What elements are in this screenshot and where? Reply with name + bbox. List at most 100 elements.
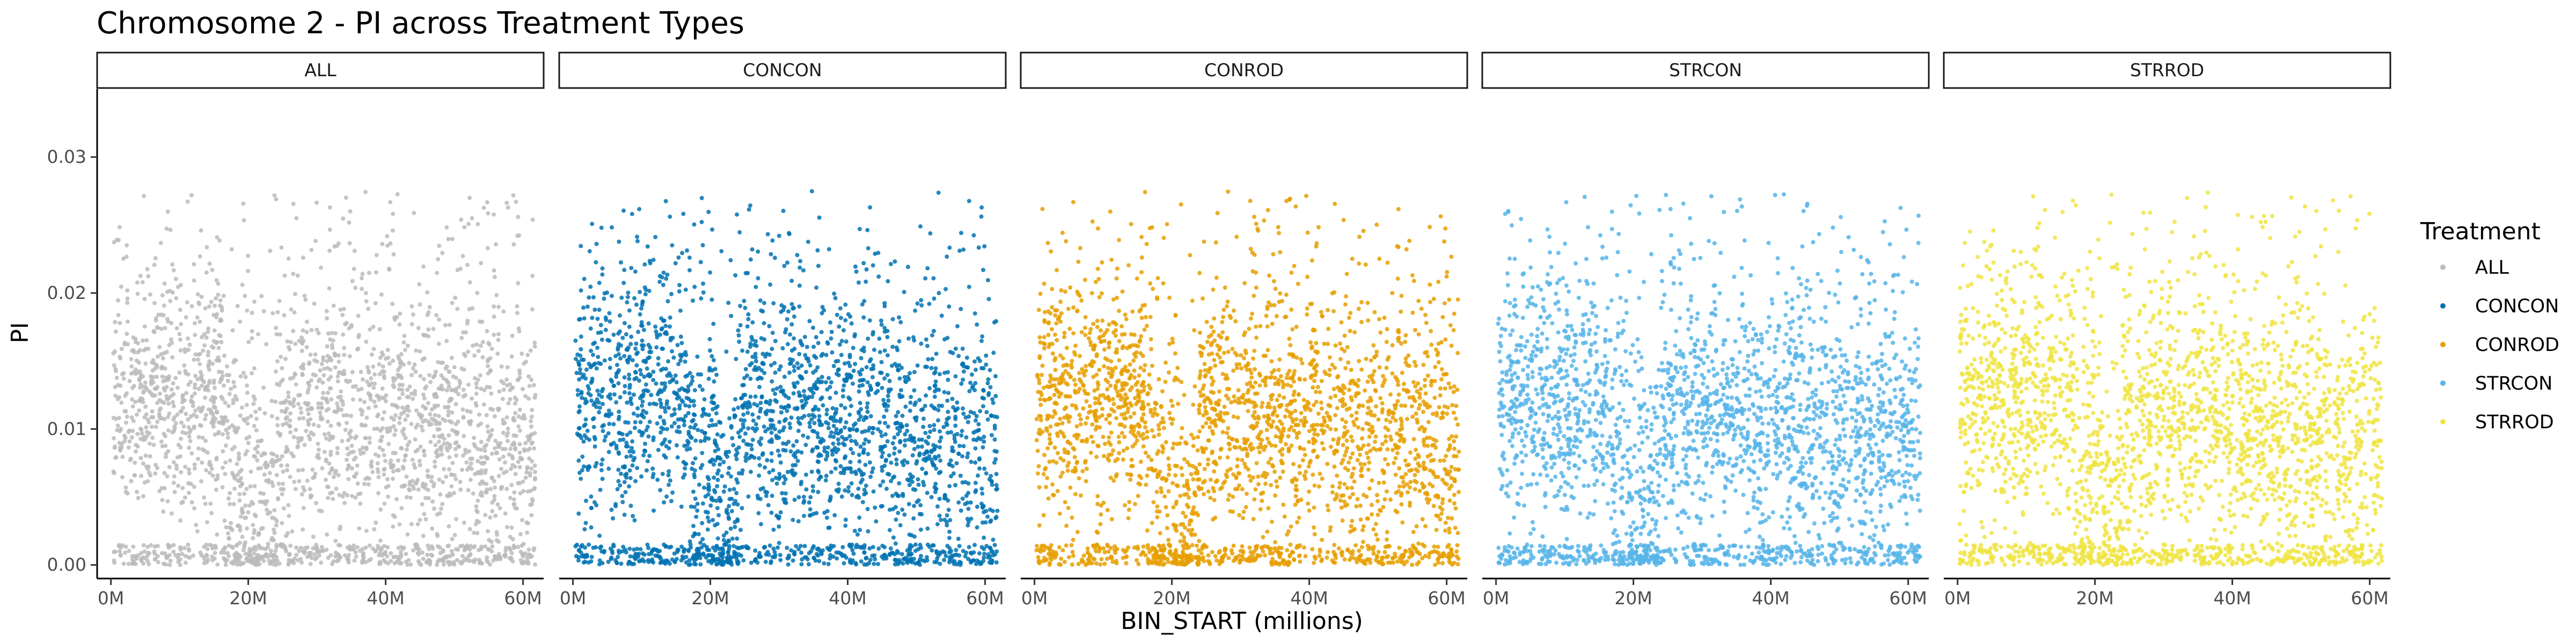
data-point [667, 469, 671, 474]
data-point [463, 557, 467, 561]
data-point [574, 370, 579, 375]
data-point [144, 338, 149, 343]
data-point [219, 340, 224, 345]
data-point [502, 553, 507, 558]
data-point [623, 547, 628, 552]
data-point [822, 449, 827, 453]
data-point [152, 551, 157, 556]
data-point [324, 457, 328, 462]
data-point [449, 397, 454, 401]
data-point [770, 440, 774, 444]
data-point [135, 412, 139, 417]
data-point [250, 329, 254, 334]
data-point [916, 547, 921, 552]
data-point [384, 485, 389, 490]
data-point [460, 407, 465, 412]
data-point [892, 552, 897, 557]
data-point [251, 523, 255, 528]
data-point [467, 195, 472, 200]
data-point [185, 199, 190, 204]
data-point [939, 313, 944, 318]
data-point [869, 470, 874, 474]
data-point [148, 292, 152, 297]
data-point [336, 370, 341, 375]
data-point [345, 467, 350, 472]
data-point [843, 425, 847, 430]
data-point [399, 545, 404, 550]
data-point [490, 509, 495, 514]
data-point [608, 365, 612, 370]
data-point [407, 384, 412, 389]
data-point [936, 191, 941, 195]
data-point [437, 244, 442, 248]
data-point [791, 391, 796, 396]
data-point [530, 274, 535, 279]
data-point [399, 552, 404, 557]
data-point [313, 471, 318, 476]
data-point [482, 449, 487, 453]
data-point [436, 414, 441, 419]
data-point [275, 382, 280, 386]
data-point [137, 360, 141, 365]
data-point [152, 544, 157, 549]
data-point [686, 548, 691, 553]
data-point [837, 550, 841, 555]
data-point [793, 463, 798, 467]
data-point [208, 501, 213, 506]
data-point [265, 554, 270, 559]
data-point [927, 423, 932, 428]
data-point [208, 543, 213, 547]
data-point [479, 261, 484, 266]
data-point [619, 343, 623, 348]
data-point [252, 531, 257, 536]
data-point [219, 377, 224, 382]
data-point [478, 373, 483, 378]
data-point [509, 551, 514, 555]
data-point [282, 273, 287, 278]
data-point [338, 555, 343, 560]
data-point [327, 286, 332, 291]
data-point [285, 415, 289, 420]
data-point [371, 347, 376, 352]
data-point [296, 558, 300, 562]
data-point [597, 410, 602, 415]
data-point [692, 284, 697, 289]
data-point [951, 405, 956, 409]
data-point [729, 509, 734, 514]
data-point [328, 386, 333, 391]
data-point [643, 358, 648, 363]
data-point [474, 403, 479, 408]
data-point [258, 491, 263, 495]
data-point [890, 494, 895, 498]
data-point [383, 550, 388, 554]
data-point [182, 546, 187, 551]
data-point [348, 428, 353, 433]
data-point [414, 348, 419, 353]
data-point [601, 386, 605, 391]
data-point [155, 325, 160, 330]
data-point [819, 375, 824, 379]
data-point [369, 376, 374, 380]
data-point [123, 550, 128, 555]
data-point [744, 451, 749, 456]
data-point [170, 355, 175, 360]
data-point [676, 255, 681, 260]
data-point [741, 412, 746, 417]
data-point [314, 546, 319, 551]
data-point [811, 489, 815, 493]
data-point [332, 351, 337, 356]
data-point [808, 513, 813, 517]
data-point [995, 508, 1000, 513]
data-point [225, 419, 230, 423]
data-point [795, 380, 800, 385]
data-point [668, 315, 672, 320]
data-point [841, 388, 845, 393]
data-point [831, 364, 836, 368]
data-point [149, 415, 154, 420]
data-point [280, 492, 284, 496]
data-point [647, 372, 652, 377]
data-point [138, 436, 143, 441]
data-point [396, 368, 400, 372]
data-point [753, 548, 758, 553]
data-point [920, 466, 925, 471]
